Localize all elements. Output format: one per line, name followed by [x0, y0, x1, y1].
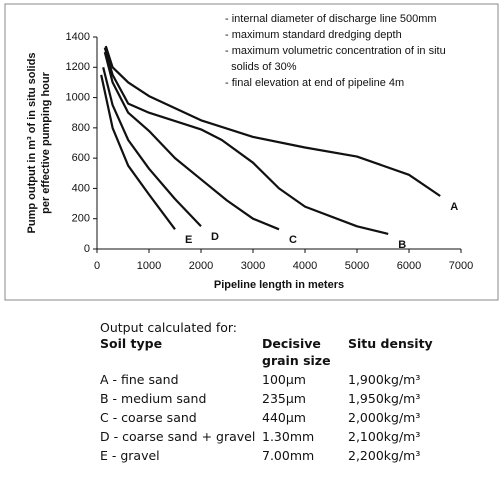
y-tick-label: 800 [72, 122, 90, 134]
y-tick-label: 0 [84, 243, 90, 255]
table-row: A - fine sand 100μm 1,900kg/m³ [100, 371, 452, 390]
table-row: E - gravel 7.00mm 2,200kg/m³ [100, 447, 452, 466]
table-cell: A - fine sand [100, 372, 179, 387]
y-tick-label: 400 [72, 182, 90, 194]
table-cell: 2,200kg/m³ [348, 448, 421, 463]
soil-table: Output calculated for: Soil type Decisive… [100, 320, 452, 466]
y-tick-label: 600 [72, 152, 90, 164]
header-cell: Situ density [348, 336, 433, 351]
x-tick-label: 4000 [293, 260, 317, 272]
table-cell: 1,900kg/m³ [348, 372, 421, 387]
annotation: - maximum standard dredging depth [225, 29, 402, 41]
series-label: D [211, 231, 219, 243]
header-cell: Decisive grain size [262, 336, 331, 368]
table-cell: 2,100kg/m³ [348, 429, 421, 444]
series-line [104, 45, 441, 197]
x-tick-label: 7000 [449, 260, 473, 272]
table-cell: 100μm [262, 372, 306, 387]
table-cell: 235μm [262, 391, 306, 406]
table-cell: B - medium sand [100, 391, 207, 406]
table-cell: 440μm [262, 410, 306, 425]
table-cell: 1.30mm [262, 429, 315, 444]
series-line [102, 67, 202, 228]
x-tick-label: 0 [94, 260, 100, 272]
annotation: - internal diameter of discharge line 50… [225, 13, 437, 25]
x-tick-label: 6000 [397, 260, 421, 272]
frame [4, 3, 499, 301]
table-row: C - coarse sand 440μm 2,000kg/m³ [100, 409, 452, 428]
table-cell: D - coarse sand + gravel [100, 429, 256, 444]
table-cell: 2,000kg/m³ [348, 410, 421, 425]
table-row: B - medium sand 235μm 1,950kg/m³ [100, 390, 452, 409]
chart: Pipeline length in meters Pump output in… [4, 3, 499, 301]
table-row: D - coarse sand + gravel 1.30mm 2,100kg/m³ [100, 428, 452, 447]
series-label: B [398, 239, 406, 251]
annotation: - maximum volumetric concentration of in… [225, 45, 446, 57]
table-cell: 7.00mm [262, 448, 315, 463]
y-tick-label: 1400 [66, 31, 90, 43]
table-cell: C - coarse sand [100, 410, 197, 425]
y-tick-label: 200 [72, 213, 90, 225]
annotation: - final elevation at end of pipeline 4m [225, 77, 404, 89]
x-tick-label: 5000 [345, 260, 369, 272]
series-label: A [450, 201, 458, 213]
header-cell: Soil type [100, 336, 163, 351]
x-tick-label: 2000 [189, 260, 213, 272]
table: Soil type Decisive grain size Situ density… [100, 335, 452, 466]
y-axis-label: Pump output in m³ of in situ solids [26, 53, 38, 234]
x-tick-label: 1000 [137, 260, 161, 272]
series-label: E [185, 234, 192, 246]
table-cell: 1,950kg/m³ [348, 391, 421, 406]
y-axis-label: per effective pumping hour [40, 71, 52, 214]
table-caption: Output calculated for: [100, 320, 238, 335]
table-cell: E - gravel [100, 448, 160, 463]
annotation: solids of 30% [225, 61, 297, 73]
y-tick-label: 1000 [66, 91, 90, 103]
series-line [103, 47, 389, 235]
series-label: C [289, 234, 297, 246]
x-axis-label: Pipeline length in meters [214, 279, 344, 291]
series-line [103, 51, 280, 231]
series-line [100, 74, 176, 230]
y-tick-label: 1200 [66, 61, 90, 73]
x-tick-label: 3000 [241, 260, 265, 272]
